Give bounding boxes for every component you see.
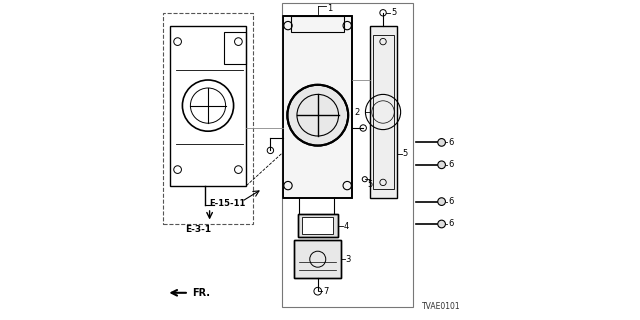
Bar [294,240,340,278]
Bar [224,32,246,64]
Bar [163,13,253,224]
Text: 7: 7 [323,287,328,296]
Bar [302,217,333,234]
Text: 6: 6 [448,138,453,147]
Bar [283,16,352,198]
Bar [372,35,394,189]
Text: 5: 5 [367,180,372,189]
Bar [298,214,338,237]
Polygon shape [370,26,397,198]
Text: 2: 2 [355,108,360,116]
Text: 5: 5 [391,8,396,17]
Text: 4: 4 [344,222,349,231]
Text: 6: 6 [448,197,453,206]
Circle shape [438,198,445,205]
Text: TVAE0101: TVAE0101 [422,302,461,311]
Text: 6: 6 [448,160,453,169]
Bar [283,16,352,198]
Text: 6: 6 [448,220,453,228]
Text: E-3-1: E-3-1 [186,225,212,234]
Bar [282,3,413,307]
Bar [291,16,344,32]
Circle shape [287,85,348,146]
Text: 5: 5 [403,149,408,158]
Text: FR.: FR. [192,288,210,298]
Bar [170,26,246,186]
Circle shape [438,220,445,228]
Circle shape [438,161,445,169]
Bar [370,26,397,198]
Circle shape [438,139,445,146]
Text: E-15-11: E-15-11 [210,199,246,208]
Bar [294,240,340,278]
Text: 3: 3 [346,255,351,264]
Text: 1: 1 [327,4,332,12]
Bar [298,214,338,237]
